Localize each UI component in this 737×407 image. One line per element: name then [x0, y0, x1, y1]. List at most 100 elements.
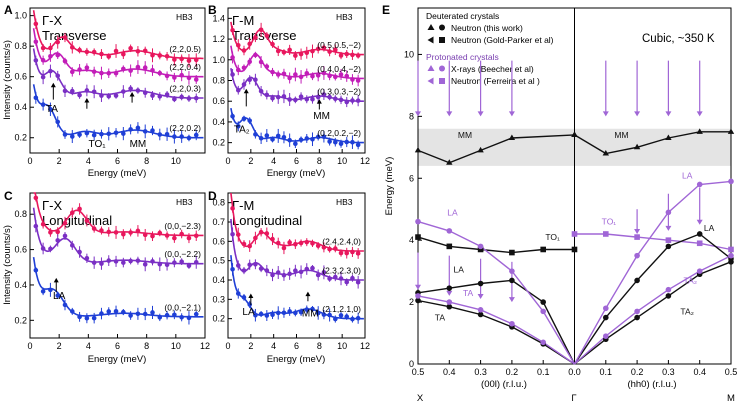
- data-point: [315, 310, 321, 316]
- data-point: [235, 232, 241, 237]
- data-point: [264, 268, 270, 273]
- legend-marker-lilac-triangle: [427, 65, 435, 71]
- data-point: [179, 315, 184, 320]
- y-tick-label: 0.8: [212, 198, 225, 208]
- data-point: [241, 82, 247, 87]
- data-point: [77, 47, 82, 53]
- data-point: [241, 268, 247, 273]
- x-tick-label: 8: [144, 156, 149, 166]
- data-point: [128, 230, 133, 235]
- x-tick-label: 0.2: [506, 367, 519, 377]
- data-point: [91, 69, 97, 74]
- data-point: [150, 233, 155, 239]
- x-tick-label: 10: [337, 341, 347, 351]
- branch-point: [727, 128, 735, 134]
- data-point: [287, 47, 292, 53]
- data-point: [157, 230, 163, 236]
- branch-point: [728, 246, 734, 253]
- y-tick-label: 0: [409, 359, 414, 369]
- branch-point: [634, 308, 640, 315]
- legend-marker-lilac-circle: [439, 65, 445, 72]
- data-point: [287, 240, 292, 245]
- data-point: [338, 53, 344, 58]
- branch-point: [477, 243, 484, 250]
- data-point: [241, 295, 247, 300]
- peak-label: TA: [46, 104, 58, 115]
- data-point: [315, 272, 321, 278]
- data-point: [247, 118, 252, 123]
- branch-point: [603, 305, 609, 312]
- data-point: [310, 265, 315, 271]
- data-point: [113, 48, 119, 54]
- data-point: [315, 46, 321, 52]
- series-labels: (2,2,0.5) (2,2,0.4) (2,2,0.3) (2,2,0.2): [169, 44, 201, 133]
- data-point: [33, 58, 39, 63]
- peak-label: MM: [313, 111, 330, 122]
- scan-arrows: [415, 60, 703, 303]
- x-tick-label: 4: [271, 341, 276, 351]
- data-point: [135, 88, 141, 93]
- data-point: [258, 311, 264, 317]
- point-x-label: X: [417, 393, 424, 404]
- data-point: [157, 53, 163, 58]
- data-point: [253, 52, 258, 58]
- x-tick-label: 12: [200, 341, 210, 351]
- panel-title: Γ-X: [42, 13, 62, 28]
- branch-point: [477, 146, 484, 153]
- data-point: [40, 289, 46, 294]
- data-point: [48, 230, 53, 235]
- panel-letter: A: [4, 3, 13, 17]
- data-point: [338, 250, 344, 256]
- panel-d: D Γ-M Longitudinal HB3 Energy (meV) 0 2 4 6…: [208, 189, 370, 365]
- y-tick-label: 0.7: [212, 217, 225, 227]
- branch-point: [446, 299, 453, 305]
- data-point: [350, 316, 355, 322]
- data-point: [186, 315, 192, 321]
- data-point: [253, 312, 258, 318]
- branch-point: [415, 293, 421, 299]
- data-point: [304, 307, 310, 312]
- legend: Deuterated crystals Neutron (this work) …: [426, 11, 554, 86]
- data-point: [344, 51, 350, 57]
- data-point: [77, 92, 82, 98]
- data-point: [281, 272, 287, 278]
- y-tick-label: 1.4: [212, 13, 225, 23]
- data-point: [33, 39, 39, 45]
- data-point: [121, 51, 126, 57]
- data-point: [287, 309, 292, 314]
- series-points: [33, 194, 199, 325]
- data-point: [270, 312, 275, 318]
- data-point: [230, 267, 235, 272]
- branch-point: [728, 178, 734, 185]
- data-point: [55, 119, 61, 125]
- branch-point: [633, 143, 641, 150]
- data-point: [327, 139, 332, 144]
- data-point: [264, 64, 270, 69]
- data-point: [113, 230, 119, 235]
- y-tick-label: 0.8: [212, 76, 225, 86]
- data-point: [253, 132, 258, 137]
- branch-label: LA: [447, 207, 458, 217]
- y-tick-label: 10: [404, 49, 414, 59]
- data-point: [77, 206, 82, 212]
- data-point: [235, 42, 241, 48]
- data-point: [327, 312, 332, 318]
- y-ticks: 0.2 0.4 0.6 0.8 1.0 1.2 1.4: [212, 13, 232, 148]
- data-point: [275, 94, 281, 100]
- panel-subtitle: Longitudinal: [42, 213, 112, 228]
- x-tick-label: 2: [248, 341, 253, 351]
- data-point: [287, 97, 292, 102]
- data-point: [247, 243, 252, 249]
- temperature-note: Cubic, ~350 K: [642, 33, 715, 45]
- data-point: [298, 269, 304, 275]
- data-point: [275, 48, 281, 54]
- data-point: [164, 73, 170, 79]
- y-tick-label: 0.2: [212, 314, 225, 324]
- data-point: [247, 41, 252, 47]
- data-point: [164, 262, 170, 267]
- left-x-axis-label: (00l) (r.l.u.): [481, 379, 527, 390]
- data-point: [135, 64, 141, 70]
- data-point: [241, 48, 247, 53]
- branch-point: [696, 268, 703, 274]
- data-point: [230, 72, 235, 77]
